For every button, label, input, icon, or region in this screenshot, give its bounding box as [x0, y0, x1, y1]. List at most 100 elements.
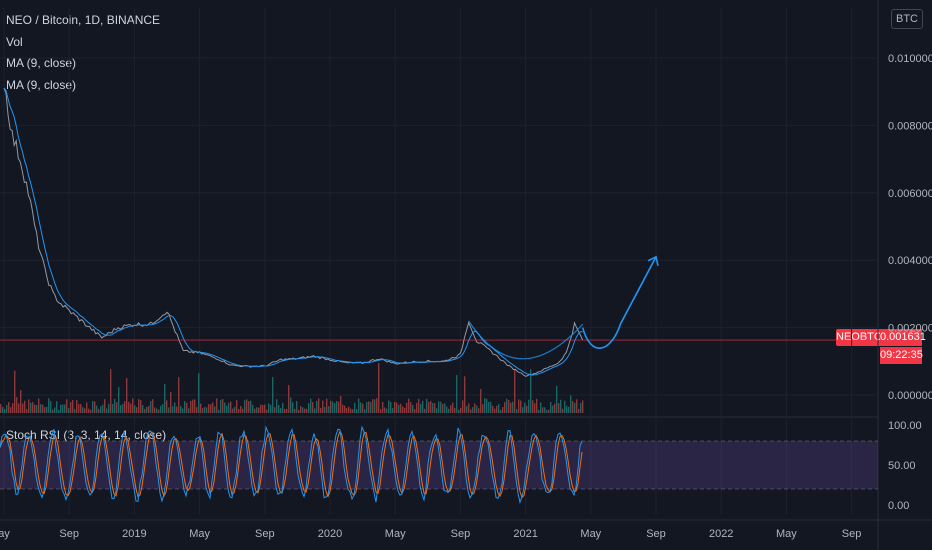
volume-bar: [456, 375, 458, 413]
volume-bar: [524, 402, 526, 413]
volume-bar: [148, 406, 150, 413]
volume-bar: [452, 402, 454, 413]
volume-bar: [22, 403, 24, 413]
volume-bar: [126, 378, 128, 413]
volume-bar: [322, 400, 324, 413]
volume-bar: [448, 408, 450, 413]
volume-bar: [8, 402, 10, 413]
volume-bar: [64, 404, 66, 413]
volume-bar: [202, 408, 204, 413]
volume-bar: [412, 404, 414, 413]
volume-bar: [324, 407, 326, 413]
volume-bar: [282, 402, 284, 413]
volume-bar: [504, 402, 506, 413]
volume-bar: [62, 404, 64, 413]
volume-bar: [272, 377, 274, 413]
volume-bar: [476, 405, 478, 413]
volume-bar: [484, 398, 486, 413]
volume-bar: [104, 399, 106, 413]
volume-bar: [388, 400, 390, 413]
volume-bar: [538, 409, 540, 413]
rsi-tick-label: 100.00: [888, 420, 922, 432]
volume-bar: [228, 402, 230, 413]
volume-bar: [214, 406, 216, 413]
volume-bar: [446, 406, 448, 413]
volume-bar: [146, 406, 148, 413]
volume-bar: [118, 386, 120, 413]
symbol-title[interactable]: NEO / Bitcoin, 1D, BINANCE: [6, 13, 161, 27]
volume-bar: [460, 407, 462, 413]
volume-bar: [124, 401, 126, 413]
volume-bar: [170, 391, 172, 413]
volume-bar: [328, 406, 330, 413]
volume-bar: [50, 401, 52, 413]
price-tag-value: 0.001631: [880, 329, 926, 346]
rsi-d-line: [0, 430, 583, 499]
volume-bar: [78, 404, 80, 413]
volume-bar: [420, 403, 422, 413]
chart-legend: NEO / Bitcoin, 1D, BINANCE Vol MA (9, cl…: [6, 10, 160, 96]
volume-bar: [350, 408, 352, 413]
x-tick-label: May: [776, 528, 797, 540]
volume-bar: [404, 407, 406, 413]
volume-bar: [224, 402, 226, 413]
volume-bar: [184, 401, 186, 413]
volume-bar: [132, 398, 134, 413]
volume-bar: [400, 403, 402, 413]
price-line: [3, 87, 584, 377]
volume-bar: [260, 404, 262, 413]
volume-bar: [256, 407, 258, 413]
volume-bar: [394, 401, 396, 413]
volume-bar: [406, 402, 408, 413]
volume-bar: [374, 399, 376, 413]
volume-bar: [376, 398, 378, 413]
projection-arrow: [581, 256, 657, 349]
vol-indicator-label[interactable]: Vol: [6, 34, 23, 49]
volume-bar: [94, 401, 96, 413]
volume-bar: [342, 404, 344, 413]
volume-bar: [492, 405, 494, 413]
volume-bar: [136, 407, 138, 413]
volume-bar: [246, 399, 248, 413]
ma-indicator-label-1[interactable]: MA (9, close): [6, 56, 77, 70]
volume-bar: [474, 403, 476, 413]
x-tick-label: ay: [0, 528, 10, 540]
volume-bar: [194, 399, 196, 413]
volume-bar: [92, 401, 94, 413]
volume-bar: [432, 403, 434, 413]
x-tick-label: Sep: [59, 528, 79, 540]
volume-bar: [192, 399, 194, 413]
x-tick-label: Sep: [646, 528, 666, 540]
volume-bar: [422, 400, 424, 413]
volume-bar: [222, 399, 224, 413]
x-tick-label: May: [189, 528, 210, 540]
volume-bar: [570, 395, 572, 413]
volume-bar: [516, 409, 518, 413]
volume-bar: [496, 405, 498, 413]
volume-bar: [160, 405, 162, 413]
volume-bar: [196, 407, 198, 413]
x-tick-label: 2019: [122, 528, 146, 540]
volume-bar: [466, 406, 468, 413]
volume-bar: [580, 403, 582, 413]
volume-bar: [72, 400, 74, 413]
currency-badge[interactable]: BTC: [891, 9, 923, 29]
volume-bar: [114, 399, 116, 413]
ma-indicator-label-2[interactable]: MA (9, close): [6, 77, 77, 92]
volume-bar: [58, 409, 60, 413]
volume-bar: [542, 407, 544, 413]
volume-bar: [258, 407, 260, 413]
volume-bar: [576, 399, 578, 413]
volume-bar: [106, 408, 108, 413]
volume-bar: [508, 400, 510, 413]
volume-bar: [532, 400, 534, 413]
volume-bar: [296, 401, 298, 413]
volume-bar: [218, 409, 220, 413]
volume-bar: [138, 399, 140, 413]
volume-bar: [356, 409, 358, 413]
volume-bar: [80, 404, 82, 413]
volume-bar: [152, 399, 154, 413]
volume-bar: [270, 404, 272, 413]
volume-bar: [442, 403, 444, 413]
